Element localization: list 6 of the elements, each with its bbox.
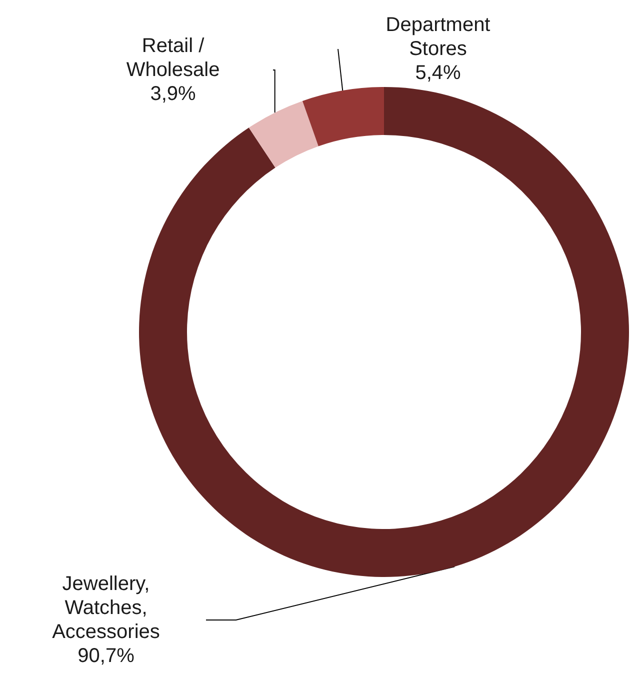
slice-label: Jewellery, Watches, Accessories: [52, 573, 160, 643]
data-label: 5,4%: [415, 62, 462, 84]
slice-label: Retail / Wholesale: [126, 35, 220, 81]
data-label: 90,7%: [78, 645, 135, 667]
slice-label: Department Stores: [386, 14, 491, 60]
data-label: 3,9%: [150, 83, 196, 105]
